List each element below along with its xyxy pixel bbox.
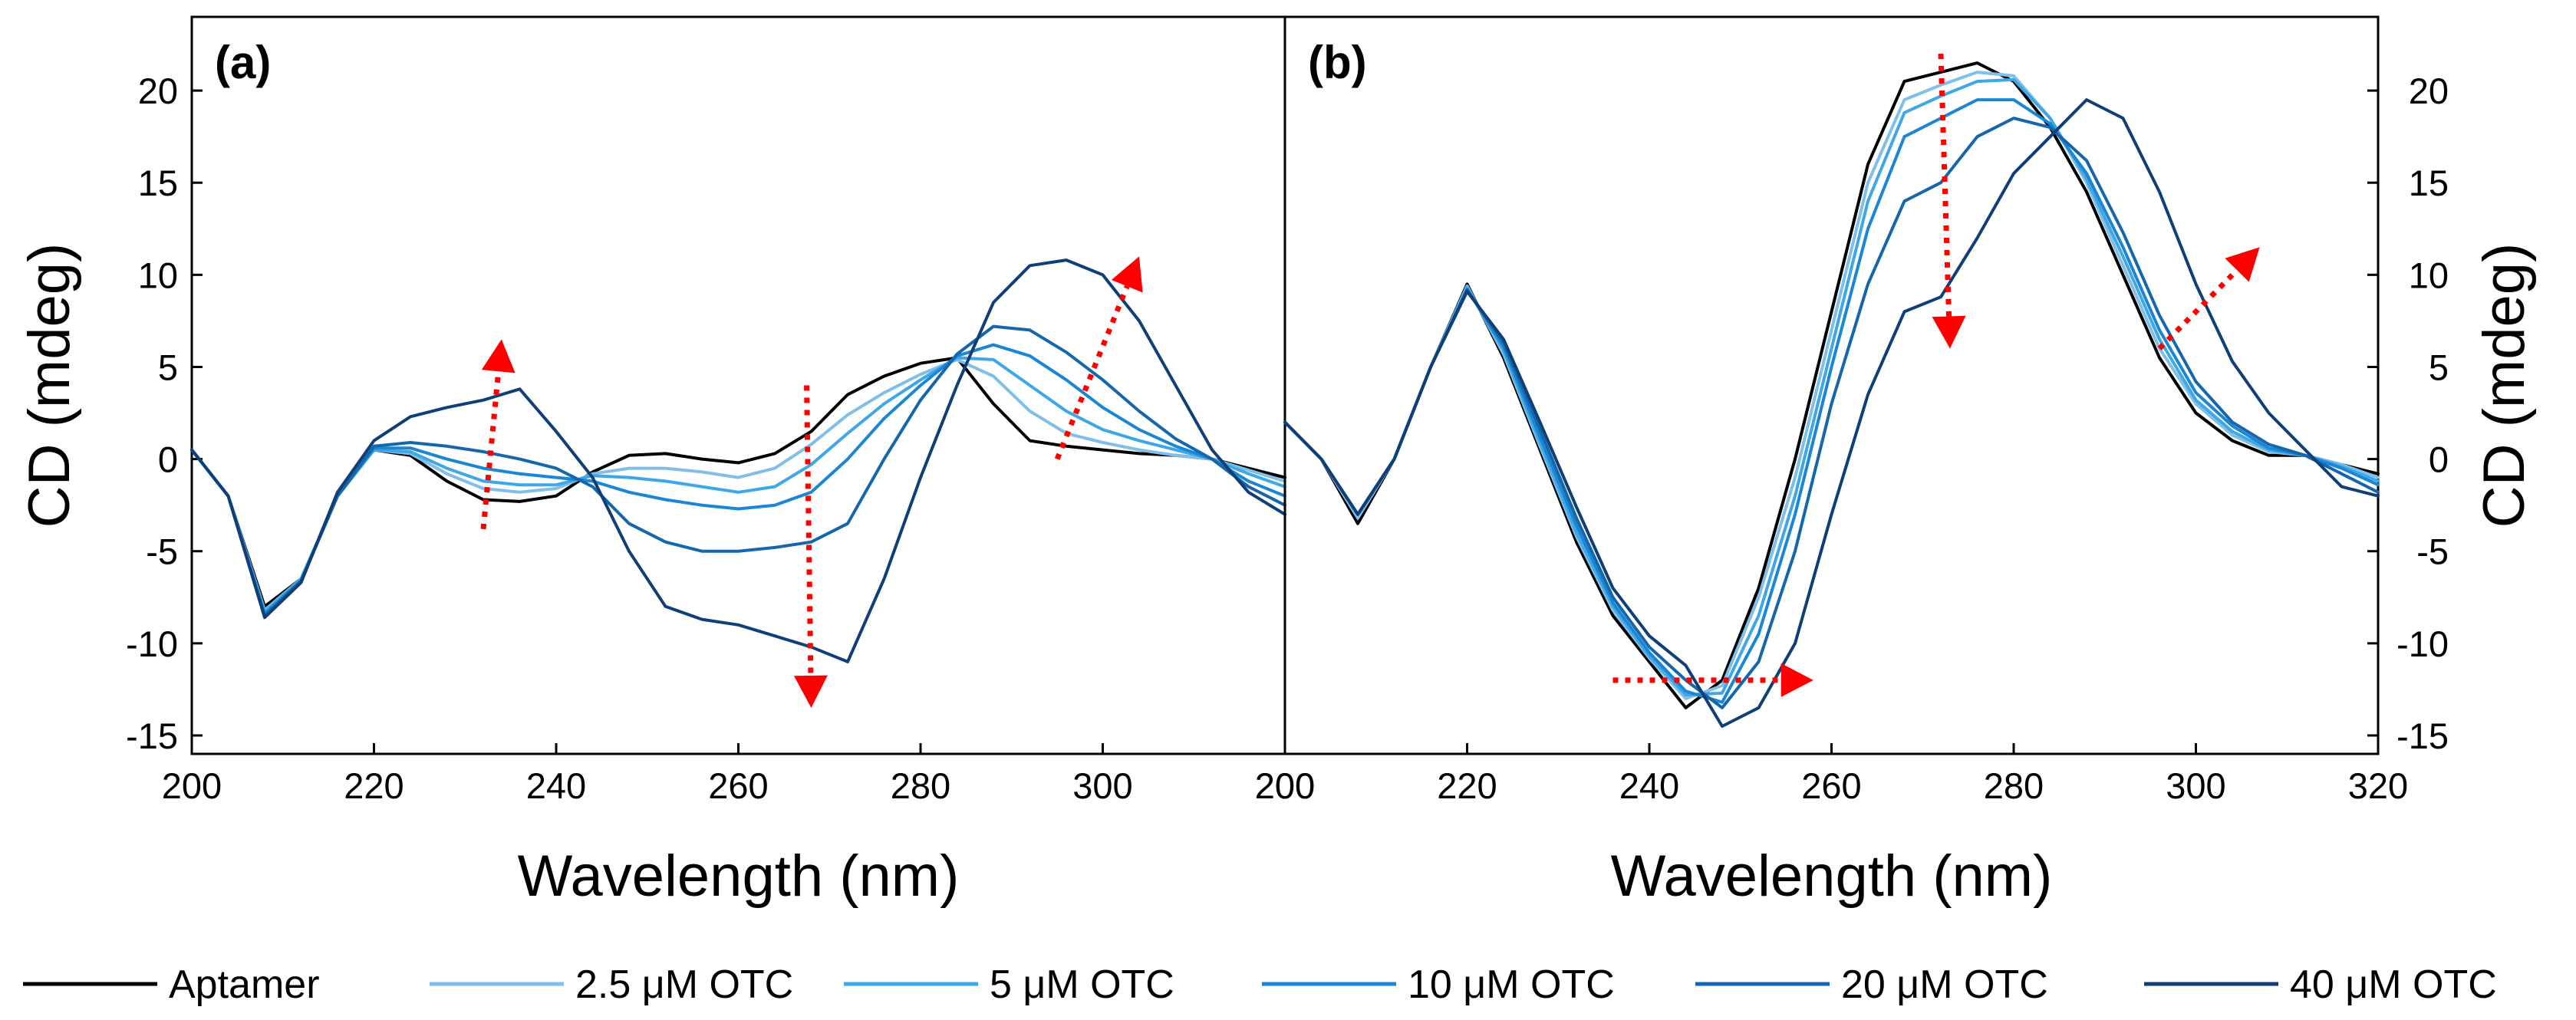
x-tick-label: 280: [1984, 765, 2044, 806]
x-tick-label: 280: [891, 765, 950, 806]
x-tick-label: 320: [2348, 765, 2408, 806]
trend-arrow-line: [2157, 268, 2239, 350]
series-line-4: [190, 343, 1286, 616]
series-line-3: [1283, 77, 2380, 697]
legend-label-5: 20 μM OTC: [1841, 962, 2048, 1007]
trend-arrow-line: [480, 370, 502, 530]
x-tick-label: 240: [526, 765, 586, 806]
trend-arrow-head: [1111, 256, 1143, 293]
legend-label-1: Aptamer: [169, 962, 320, 1007]
series-line-6: [1283, 98, 2380, 728]
y-tick-label: -5: [2416, 531, 2449, 572]
y-axis-title: CD (mdeg): [2472, 243, 2537, 528]
x-tick-label: 300: [1072, 765, 1132, 806]
y-tick-label: -10: [126, 624, 178, 664]
y-tick-label: -5: [146, 531, 178, 572]
y-tick-label: -10: [2396, 624, 2449, 664]
series-line-2: [1283, 71, 2380, 700]
x-tick-label: 260: [708, 765, 768, 806]
panel-label: (a): [215, 37, 271, 88]
x-tick-label: 240: [1619, 765, 1679, 806]
panel-b-chart: 200 220 240 260 280 300 320 -15 -10 -5 0 5 10 15 20 (b)…: [1255, 15, 2537, 909]
x-tick-label: 200: [1255, 765, 1315, 806]
trend-arrow-head: [2225, 247, 2260, 282]
plot-frame: [1283, 15, 2380, 755]
y-tick-label: 15: [2409, 163, 2449, 203]
series-line-5: [190, 324, 1286, 617]
x-tick-label: 260: [1801, 765, 1861, 806]
legend-label-3: 5 μM OTC: [990, 962, 1174, 1007]
series-line-5: [1283, 117, 2380, 709]
x-tick-label: 220: [1437, 765, 1497, 806]
y-tick-label: 20: [2409, 71, 2449, 111]
x-tick-label: 220: [344, 765, 404, 806]
x-axis-title: Wavelength (nm): [518, 844, 960, 909]
x-tick-label: 300: [2166, 765, 2225, 806]
trend-arrow-head: [1780, 663, 1813, 697]
y-tick-label: 0: [2429, 439, 2449, 480]
legend: Aptamer 2.5 μM OTC 5 μM OTC 10 μM OTC 20 μM …: [23, 962, 2497, 1007]
y-tick-label: 5: [2429, 347, 2449, 387]
legend-label-4: 10 μM OTC: [1408, 962, 1615, 1007]
trend-arrow-line: [804, 385, 814, 676]
x-tick-label: 200: [162, 765, 222, 806]
y-tick-label: -15: [126, 716, 178, 756]
panel-label: (b): [1308, 37, 1367, 88]
x-tick-label: 200: [1255, 765, 1315, 806]
y-tick-label: 20: [138, 71, 178, 111]
y-axis-title: CD (mdeg): [17, 243, 82, 528]
trend-arrow-head: [1932, 315, 1966, 349]
trend-arrow-head: [481, 339, 516, 373]
series-line-6: [190, 258, 1286, 663]
y-tick-label: 10: [2409, 255, 2449, 295]
y-tick-label: 0: [158, 439, 178, 480]
plot-frame: [190, 15, 1286, 755]
legend-label-6: 40 μM OTC: [2290, 962, 2497, 1007]
series-line-1: [1283, 61, 2380, 709]
y-tick-label: 15: [138, 163, 178, 203]
x-axis-title: Wavelength (nm): [1611, 844, 2053, 909]
legend-label-2: 2.5 μM OTC: [575, 962, 793, 1007]
y-tick-label: 10: [138, 255, 178, 295]
y-tick-label: 5: [158, 347, 178, 387]
trend-arrow-head: [793, 675, 828, 708]
y-tick-label: -15: [2396, 716, 2449, 756]
panel-a-chart: 200 220 240 260 280 300 200 -15 -10 -5 0 5 10 15 20 (a)…: [17, 15, 1315, 909]
